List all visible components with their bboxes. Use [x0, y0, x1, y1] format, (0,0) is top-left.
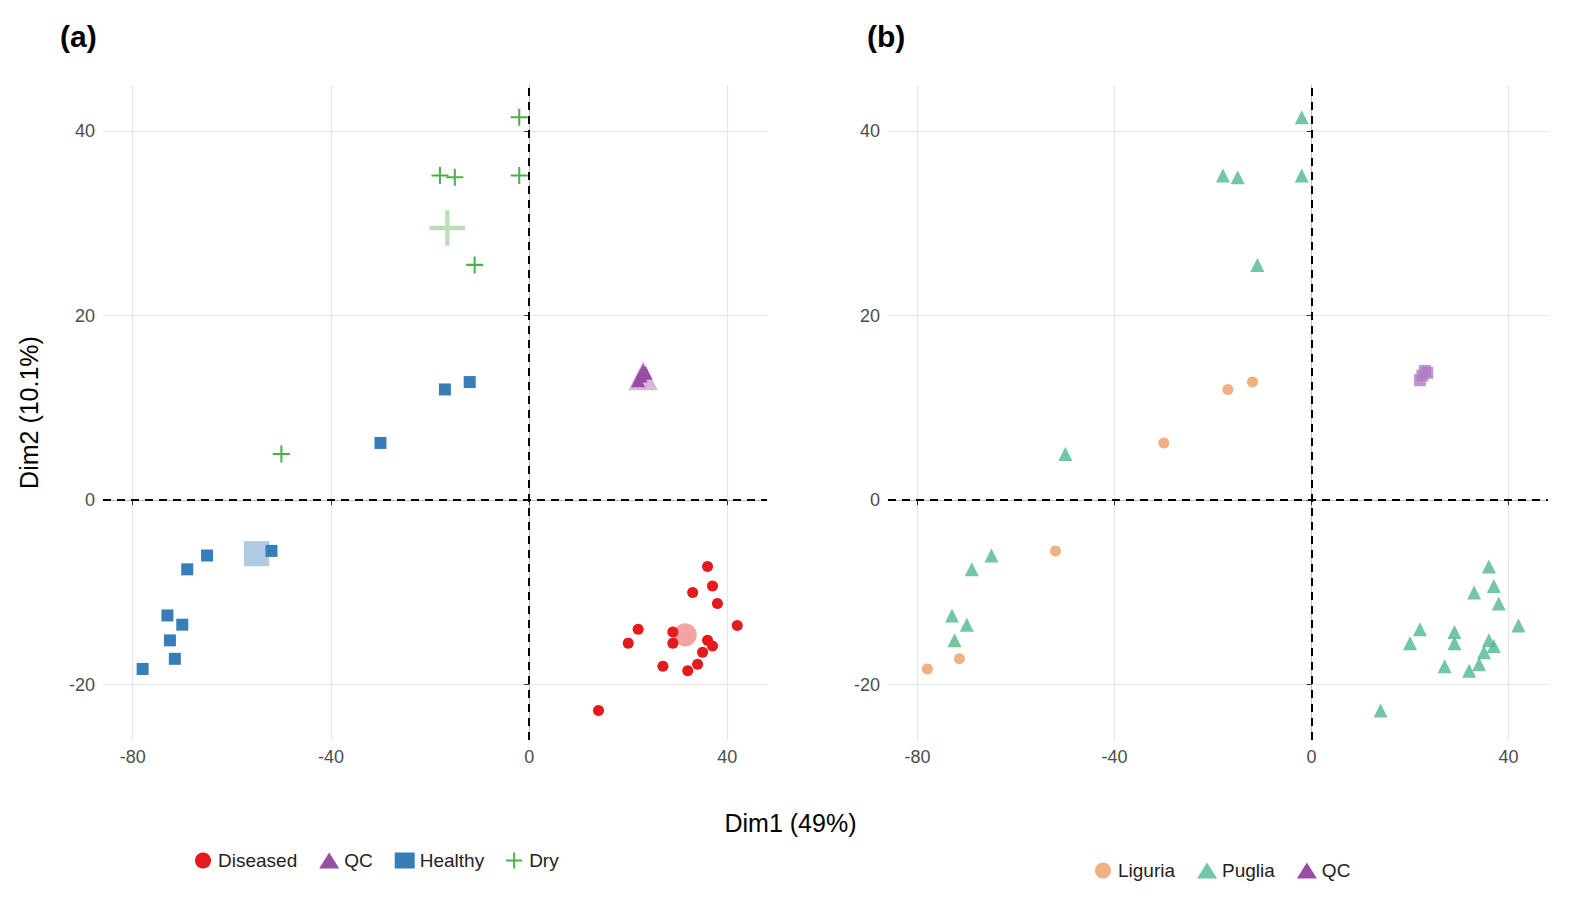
svg-text:0: 0	[85, 490, 95, 510]
svg-text:0: 0	[870, 490, 880, 510]
svg-text:Dry: Dry	[529, 850, 559, 871]
svg-text:-40: -40	[318, 747, 344, 767]
svg-text:Puglia: Puglia	[1222, 860, 1275, 881]
svg-text:-20: -20	[69, 675, 95, 695]
svg-text:Liguria: Liguria	[1118, 860, 1175, 881]
svg-text:Dim2 (10.1%): Dim2 (10.1%)	[15, 336, 43, 489]
svg-text:Healthy: Healthy	[420, 850, 485, 871]
svg-text:(a): (a)	[60, 20, 97, 53]
svg-text:QC: QC	[1322, 860, 1351, 881]
svg-text:40: 40	[860, 121, 880, 141]
svg-text:0: 0	[1307, 747, 1317, 767]
svg-text:Diseased: Diseased	[218, 850, 297, 871]
svg-text:Dim1 (49%): Dim1 (49%)	[725, 809, 857, 837]
svg-text:-80: -80	[120, 747, 146, 767]
svg-text:40: 40	[1499, 747, 1519, 767]
svg-text:40: 40	[717, 747, 737, 767]
svg-text:QC: QC	[344, 850, 373, 871]
svg-text:20: 20	[860, 306, 880, 326]
svg-text:-40: -40	[1102, 747, 1128, 767]
svg-text:0: 0	[524, 747, 534, 767]
svg-text:-20: -20	[854, 675, 880, 695]
svg-text:-80: -80	[905, 747, 931, 767]
svg-text:40: 40	[75, 121, 95, 141]
svg-text:20: 20	[75, 306, 95, 326]
svg-text:(b): (b)	[867, 20, 905, 53]
